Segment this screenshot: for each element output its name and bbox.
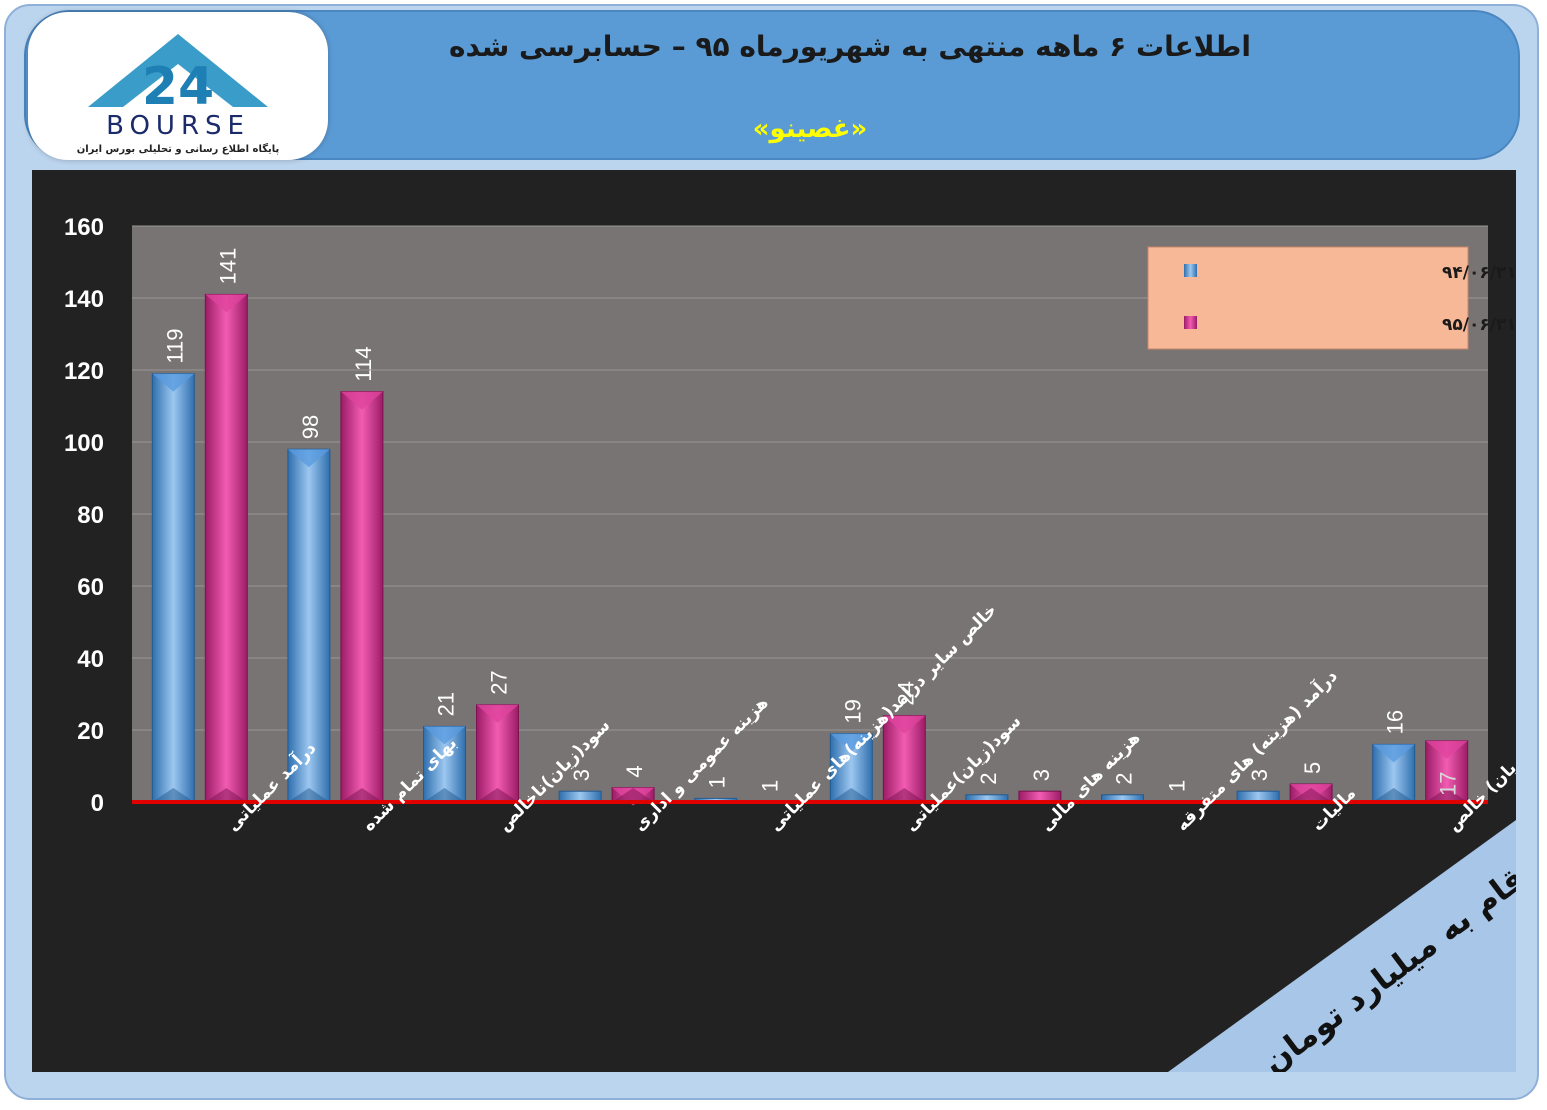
data-label: 2 — [976, 773, 1001, 785]
data-label: 17 — [1436, 772, 1461, 796]
bar-base-2-9 — [1425, 788, 1468, 802]
logo-caption: پایگاه اطلاع رسانی و تحلیلی بورس ایران — [77, 142, 280, 155]
bar-cap-1-0 — [152, 373, 195, 392]
logo: 24 BOURSE پایگاه اطلاع رسانی و تحلیلی بو… — [28, 12, 328, 160]
data-label: 98 — [298, 415, 323, 439]
data-label: 4 — [622, 765, 647, 777]
logo-triangle-inner — [123, 64, 233, 107]
bar-cap-1-2 — [423, 726, 466, 745]
bar-base-1-0 — [152, 788, 195, 802]
logo-word: BOURSE — [106, 111, 250, 141]
data-label: 1 — [1165, 780, 1190, 792]
bar-base-2-8 — [1290, 788, 1333, 802]
legend: ۶ ماهه منتهی به ۹۴/۰۶/۳۱ ۶ ماهه منتهی به… — [1147, 246, 1516, 350]
logo-number: 24 — [142, 57, 214, 117]
data-label: 1 — [705, 776, 730, 788]
page-title: اطلاعات ۶ ماهه منتهی به شهریورماه ۹۵ – ح… — [448, 30, 1251, 63]
bar-base-1-5 — [830, 788, 873, 802]
data-label: 119 — [162, 329, 187, 364]
bar-base-2-3 — [612, 788, 655, 802]
bar-base-1-2 — [423, 788, 466, 802]
data-label: 141 — [215, 248, 240, 285]
bourse-logo-icon: 24 BOURSE پایگاه اطلاع رسانی و تحلیلی بو… — [77, 34, 280, 155]
y-tick-label: 60 — [77, 574, 104, 601]
y-tick-label: 100 — [64, 430, 104, 457]
y-tick-label: 160 — [64, 214, 104, 241]
y-tick-label: 0 — [91, 790, 104, 817]
y-tick-label: 140 — [64, 286, 104, 313]
data-label: 3 — [1247, 769, 1272, 781]
chart-panel: 0 20 40 60 80 100 120 140 160 119 141 98 114 21 27 3 4 1… — [32, 170, 1516, 1072]
data-label: 19 — [840, 699, 865, 723]
bar-cap-2-9 — [1425, 740, 1468, 759]
bar-base-1-9 — [1372, 788, 1415, 802]
data-label: 3 — [569, 769, 594, 781]
data-label: 27 — [487, 670, 512, 694]
data-label: 3 — [1029, 769, 1054, 781]
bar-cap-2-5 — [883, 715, 926, 734]
bar-1-1 — [287, 448, 331, 803]
y-tick-label: 80 — [77, 502, 104, 529]
data-label: 16 — [1383, 710, 1408, 734]
legend-swatch-series-2 — [1184, 316, 1197, 329]
y-tick-label: 120 — [64, 358, 104, 385]
company-name: «غصینو» — [752, 114, 868, 144]
bar-2-1 — [340, 391, 384, 803]
y-tick-label: 40 — [77, 646, 104, 673]
bar-cap-1-9 — [1372, 744, 1415, 763]
bar-2-0 — [204, 293, 248, 803]
data-label: 1 — [758, 780, 783, 792]
bar-cap-2-2 — [476, 704, 519, 723]
bar-base-2-1 — [340, 788, 383, 802]
y-tick-label: 20 — [77, 718, 104, 745]
data-label: 5 — [1300, 762, 1325, 774]
bar-cap-2-0 — [205, 294, 248, 313]
data-label: 21 — [434, 692, 459, 716]
bar-base-2-0 — [205, 788, 248, 802]
data-label: 2 — [1112, 773, 1137, 785]
bar-1-0 — [151, 373, 195, 803]
legend-swatch-series-1 — [1184, 264, 1197, 277]
legend-box — [1147, 246, 1469, 350]
bar-base-1-1 — [287, 788, 330, 802]
units-note-banner — [1168, 820, 1516, 1072]
bar-cap-1-5 — [830, 733, 873, 752]
bar-base-2-5 — [883, 788, 926, 802]
data-label: 24 — [893, 681, 918, 705]
bar-cap-2-1 — [340, 391, 383, 410]
legend-label-series-2: ۶ ماهه منتهی به ۹۵/۰۶/۳۱ — [1442, 315, 1516, 335]
bar-cap-1-1 — [287, 449, 330, 468]
bar-base-2-2 — [476, 788, 519, 802]
data-label: 114 — [351, 347, 376, 382]
legend-label-series-1: ۶ ماهه منتهی به ۹۴/۰۶/۳۱ — [1442, 263, 1516, 283]
